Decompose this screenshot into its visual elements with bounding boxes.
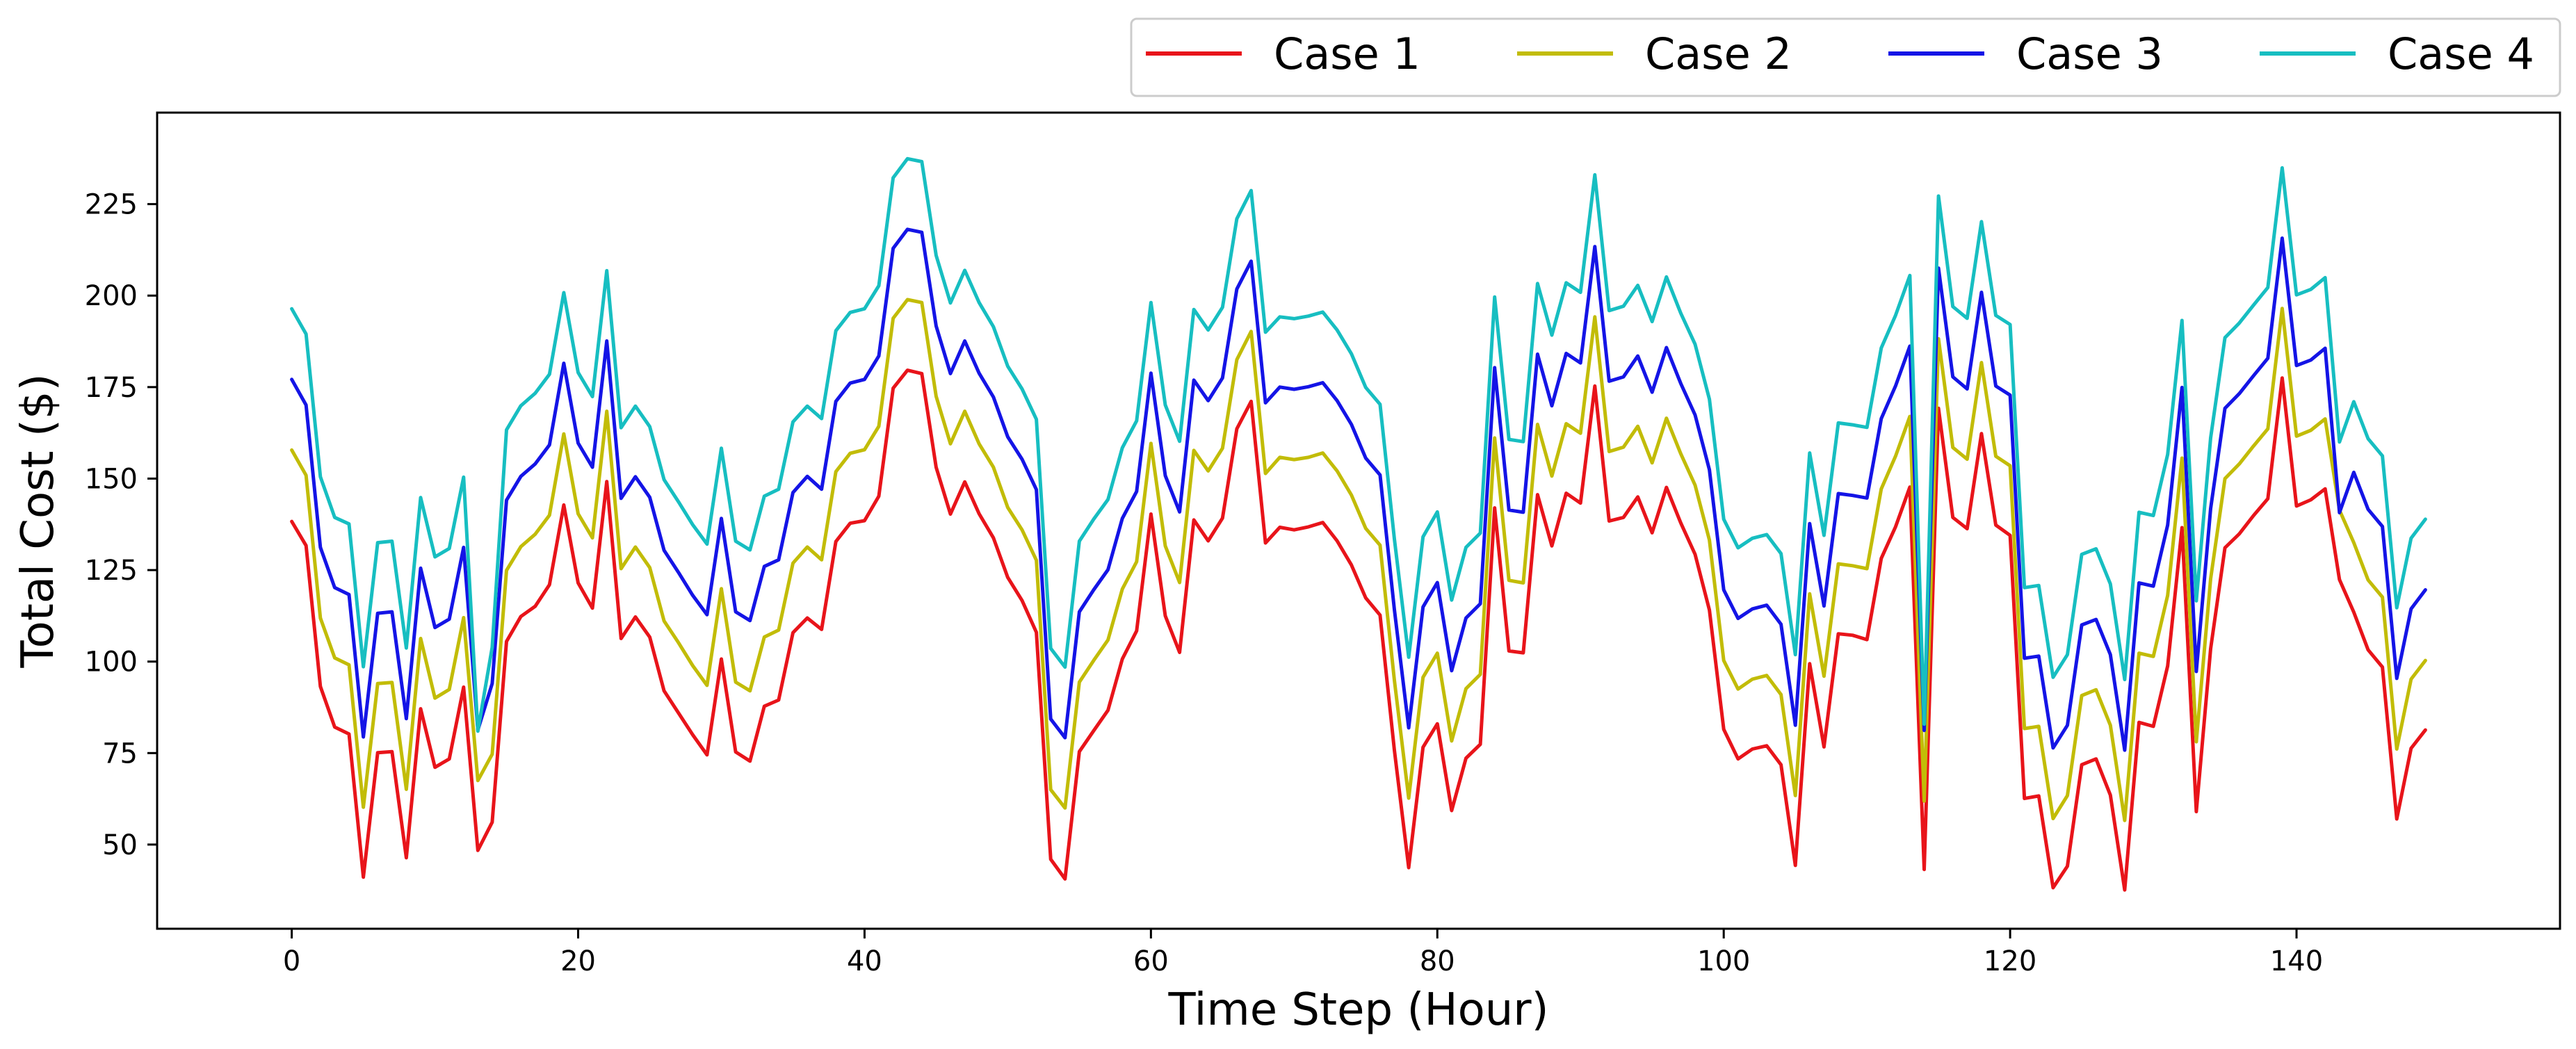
series-line-case-1 [290, 368, 2427, 892]
legend-frame [1130, 17, 2561, 97]
x-tick-label: 40 [847, 945, 882, 977]
x-tick-label: 140 [2270, 945, 2323, 977]
x-axis-label: Time Step (Hour) [1167, 984, 1548, 1036]
y-axis: 50 75 100 125 150 175 200 225 [85, 189, 157, 861]
legend: Case 1 Case 2 Case 3 Case 4 [1130, 17, 2561, 97]
x-tick-label: 0 [283, 945, 300, 977]
series-layer [290, 156, 2427, 892]
plot-frame [156, 111, 2561, 930]
series-line-case-4 [290, 156, 2427, 733]
x-tick-label: 120 [1984, 945, 2036, 977]
y-tick-label: 75 [102, 738, 138, 770]
legend-label-case-2: Case 2 [1645, 29, 1792, 79]
legend-label-case-1: Case 1 [1274, 29, 1420, 79]
y-tick-label: 200 [85, 280, 138, 312]
legend-label-case-4: Case 4 [2388, 29, 2534, 79]
legend-label-case-3: Case 3 [2016, 29, 2163, 79]
y-tick-label: 100 [85, 647, 138, 678]
y-tick-label: 50 [102, 829, 138, 861]
series-line-case-2 [290, 298, 2427, 822]
y-tick-label: 150 [85, 463, 138, 495]
y-axis-label: Total Cost ($) [13, 373, 64, 668]
y-tick-label: 125 [85, 555, 138, 587]
x-tick-label: 100 [1697, 945, 1750, 977]
x-tick-label: 60 [1133, 945, 1169, 977]
y-tick-label: 175 [85, 372, 138, 404]
x-axis: 0 20 40 60 80 100 120 140 [283, 929, 2323, 977]
x-tick-label: 80 [1420, 945, 1455, 977]
series-line-case-3 [290, 227, 2427, 752]
y-tick-label: 225 [85, 189, 138, 221]
x-tick-label: 20 [560, 945, 596, 977]
